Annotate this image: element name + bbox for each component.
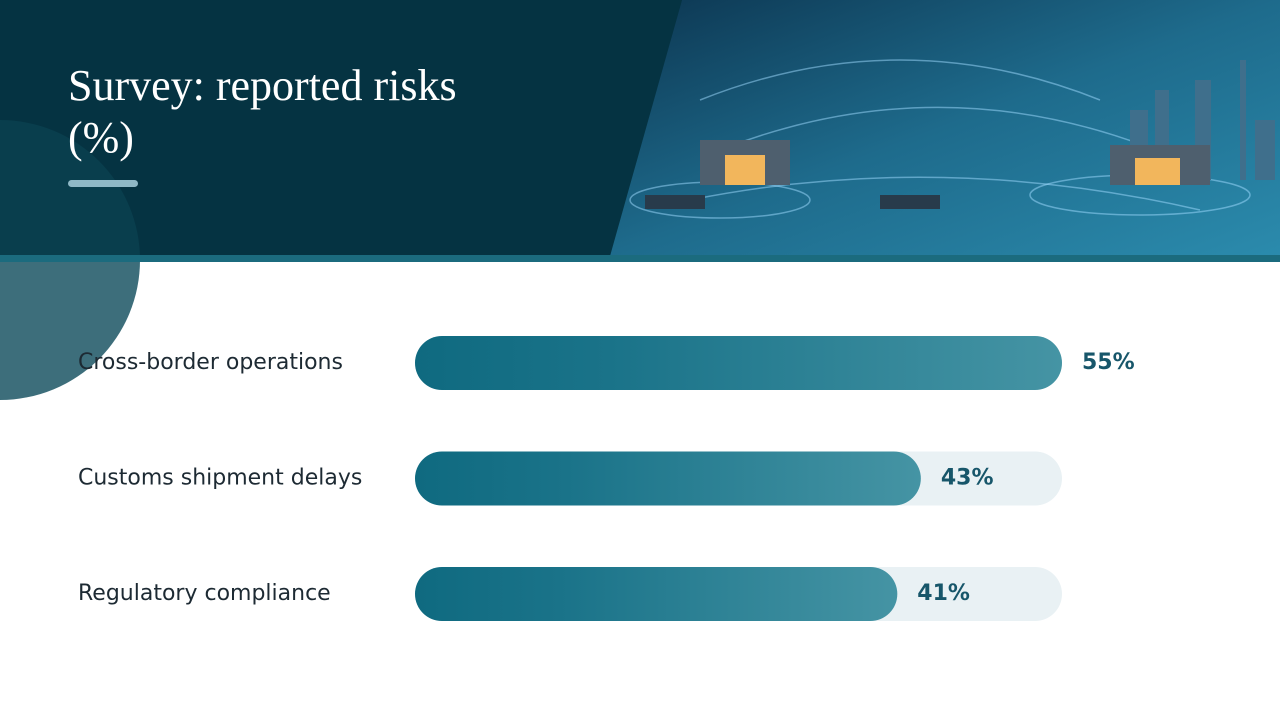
header-panel (0, 0, 682, 256)
chart-title: Survey: reported risks (%) (68, 61, 457, 162)
warehouses (645, 140, 1210, 209)
category-label: Regulatory compliance (78, 581, 331, 606)
header-image (600, 0, 1280, 258)
value-label: 41% (917, 581, 970, 606)
bar (415, 336, 1062, 390)
header-shade (0, 0, 682, 256)
title-line: Survey: reported risks (68, 61, 457, 110)
bar (415, 451, 921, 506)
map-glow (629, 59, 1251, 219)
title-underline (68, 180, 138, 187)
header: Survey: reported risks (%) (0, 0, 1280, 400)
value-label: 43% (941, 466, 994, 491)
title-line: (%) (68, 113, 134, 162)
plot: Cross-border operations 55% Customs shipme… (78, 336, 1135, 621)
category-label: Cross-border operations (78, 350, 343, 375)
header-rule (0, 255, 1280, 262)
category-label: Customs shipment delays (78, 466, 362, 491)
value-label: 55% (1082, 350, 1135, 375)
bar (415, 567, 898, 621)
